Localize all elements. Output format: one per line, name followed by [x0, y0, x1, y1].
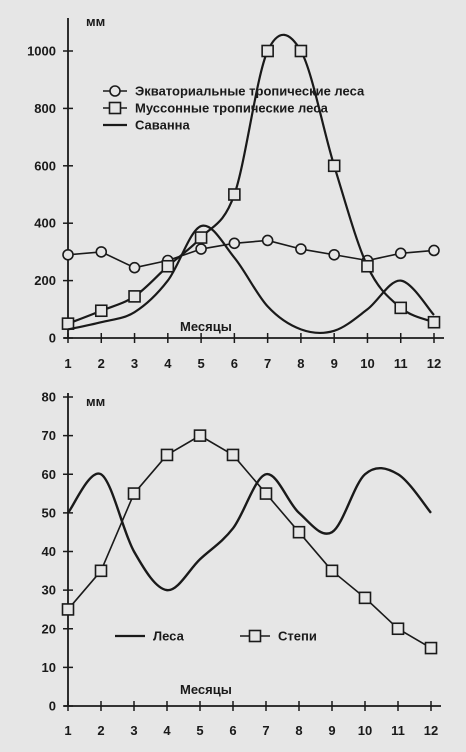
chart2-x-tick-label: 5	[196, 723, 203, 738]
chart2-series-1-line	[67, 467, 432, 592]
chart2-y-tick-label: 70	[42, 428, 56, 443]
chart2-y-tick-label: 80	[42, 390, 56, 405]
chart1-series-2-point	[427, 315, 441, 329]
chart1-series-1-point	[128, 261, 141, 274]
chart1-x-tick-label: 6	[231, 356, 238, 371]
chart1-x-tick-label: 10	[360, 356, 374, 371]
chart2-x-tick-label: 9	[328, 723, 335, 738]
chart2-x-tick-label: 2	[97, 723, 104, 738]
chart1-x-tick-label: 1	[64, 356, 71, 371]
chart2-y-tick-label: 60	[42, 467, 56, 482]
chart1-series-2-point	[194, 231, 208, 244]
chart2-y-tick-label: 40	[42, 544, 56, 559]
chart1-series-2-point	[327, 159, 341, 173]
chart1-x-tick-label: 4	[164, 356, 172, 371]
chart2-series-2-point	[259, 487, 273, 500]
chart1-legend-label: Саванна	[135, 118, 191, 133]
chart1-series-1-line	[67, 239, 435, 269]
chart1-x-tick-label: 9	[331, 356, 338, 371]
chart2-legend-label: Леса	[153, 629, 185, 644]
chart1-x-axis-label: Месяцы	[180, 319, 232, 334]
chart1-legend-swatch-marker	[108, 101, 122, 115]
chart1-series-2-point	[261, 44, 274, 58]
chart1-unit-label: мм	[86, 14, 105, 29]
chart2-y-tick-label: 10	[42, 660, 56, 675]
chart1-x-tick-label: 2	[98, 356, 105, 371]
chart2-x-tick-label: 10	[358, 723, 372, 738]
chart2-series-2-point	[160, 448, 174, 462]
chart1-y-tick-label: 1000	[27, 44, 56, 59]
chart1-series-1-point	[394, 247, 407, 260]
chart1-x-tick-label: 7	[264, 356, 271, 371]
chart2-y-tick-label: 0	[49, 699, 56, 714]
chart1-series-2-point	[228, 188, 241, 201]
chart2-x-axis-label: Месяцы	[180, 682, 232, 697]
chart2-y-tick-label: 30	[42, 583, 56, 598]
chart2-series-2-point	[226, 448, 240, 462]
chart1-x-tick-label: 12	[427, 356, 441, 371]
chart2-series-2-point	[325, 564, 339, 578]
chart1-legend-swatch-marker	[109, 85, 121, 97]
chart2-y-tick-label: 20	[42, 621, 56, 636]
chart1-series-1-point	[195, 243, 207, 255]
chart1-y-tick-label: 0	[49, 331, 56, 346]
chart2-series-2-point	[424, 641, 438, 655]
chart1-legend-label: Муссонные тропические леса	[135, 101, 329, 116]
chart2-series-2-point	[358, 591, 372, 605]
chart2-series-2-point	[292, 525, 306, 539]
chart2-y-tick-label: 50	[42, 505, 56, 520]
chart1-series-2-point	[128, 290, 141, 303]
chart1-y-tick-label: 800	[34, 101, 56, 116]
chart1-series-1-point	[328, 248, 340, 261]
chart1-series-1-point	[228, 237, 241, 250]
chart1-y-tick-label: 400	[34, 216, 56, 231]
chart2-x-tick-label: 12	[424, 723, 438, 738]
chart1-series-1-point	[261, 234, 274, 247]
chart1-series-2-point	[394, 301, 408, 315]
chart1-x-tick-label: 11	[394, 356, 408, 371]
chart2-x-tick-label: 1	[64, 723, 71, 738]
chart2-unit-label: мм	[86, 394, 105, 409]
chart1-series-2-point	[294, 44, 308, 58]
chart1-series-2-point	[361, 259, 374, 273]
chart1-series-2-point	[161, 259, 175, 273]
chart2-x-tick-label: 6	[229, 723, 236, 738]
chart1-y-tick-label: 200	[34, 273, 56, 288]
chart2-x-tick-label: 3	[130, 723, 137, 738]
chart2-series-2-point	[391, 622, 405, 636]
chart2-x-tick-label: 7	[262, 723, 269, 738]
chart2-series-2-point	[61, 603, 75, 616]
chart2-x-tick-label: 11	[391, 723, 405, 738]
chart1-x-tick-label: 3	[131, 356, 138, 371]
chart2-series-2-point	[127, 487, 141, 500]
chart1-series-1-point	[428, 244, 440, 257]
chart1-series-1-point	[95, 246, 108, 258]
chart1-x-tick-label: 5	[197, 356, 204, 371]
chart1-y-tick-label: 600	[34, 158, 56, 173]
chart2-series-2-point	[94, 564, 108, 578]
chart1-series-2-line	[67, 33, 435, 325]
chart1-x-tick-label: 8	[297, 356, 304, 371]
chart1-series-1-point	[295, 243, 307, 255]
chart2-x-tick-label: 4	[163, 723, 171, 738]
chart2-series-2-point	[193, 429, 207, 442]
chart1-series-1-point	[62, 248, 74, 261]
chart1-legend-label: Экваториальные тропические леса	[135, 84, 365, 99]
chart1-series-2-point	[94, 304, 108, 318]
chart1-series-3-line	[67, 224, 435, 335]
chart2-legend-swatch-marker	[248, 629, 262, 643]
chart2-x-tick-label: 8	[295, 723, 302, 738]
chart2-legend-label: Степи	[278, 629, 317, 644]
